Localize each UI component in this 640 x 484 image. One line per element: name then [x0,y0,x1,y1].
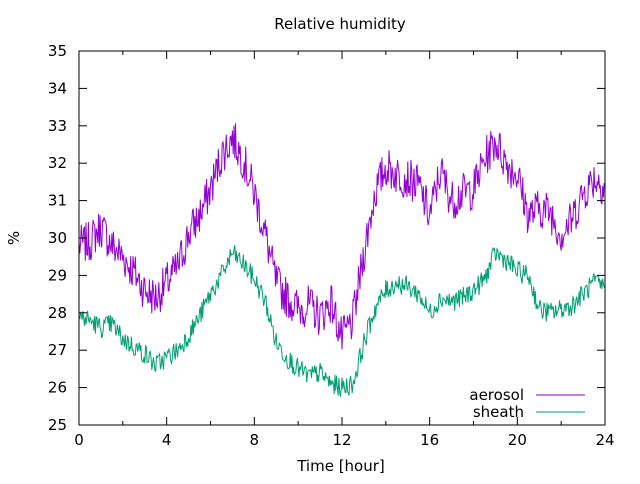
y-axis-label: % [5,231,23,245]
y-tick-label: 25 [48,416,67,434]
legend-label-aerosol: aerosol [469,386,524,404]
x-tick-label: 4 [162,431,172,449]
y-tick-label: 29 [48,266,67,284]
series-line-aerosol [78,123,606,350]
x-tick-label: 20 [508,431,527,449]
x-tick-label: 0 [74,431,84,449]
x-axis-label: Time [hour] [296,457,385,475]
legend-label-sheath: sheath [473,403,524,421]
y-tick-label: 28 [48,304,67,322]
series-line-sheath [78,245,606,397]
y-tick-label: 33 [48,117,67,135]
y-tick-label: 32 [48,154,67,172]
plot-frame [78,50,606,426]
y-tick-label: 30 [48,229,67,247]
y-tick-label: 35 [48,42,67,60]
x-tick-label: 12 [332,431,351,449]
x-tick-label: 16 [420,431,439,449]
y-tick-label: 26 [48,379,67,397]
x-tick-label: 8 [250,431,260,449]
plot-area: 0 4 8 12 16 20 24 25 26 27 28 29 30 31 32 33 34 35 aerosol… [48,42,615,449]
y-tick-label: 34 [48,79,67,97]
y-tick-label: 31 [48,192,67,210]
y-tick-label: 27 [48,341,67,359]
chart-title: Relative humidity [274,15,406,33]
x-tick-label: 24 [595,431,614,449]
